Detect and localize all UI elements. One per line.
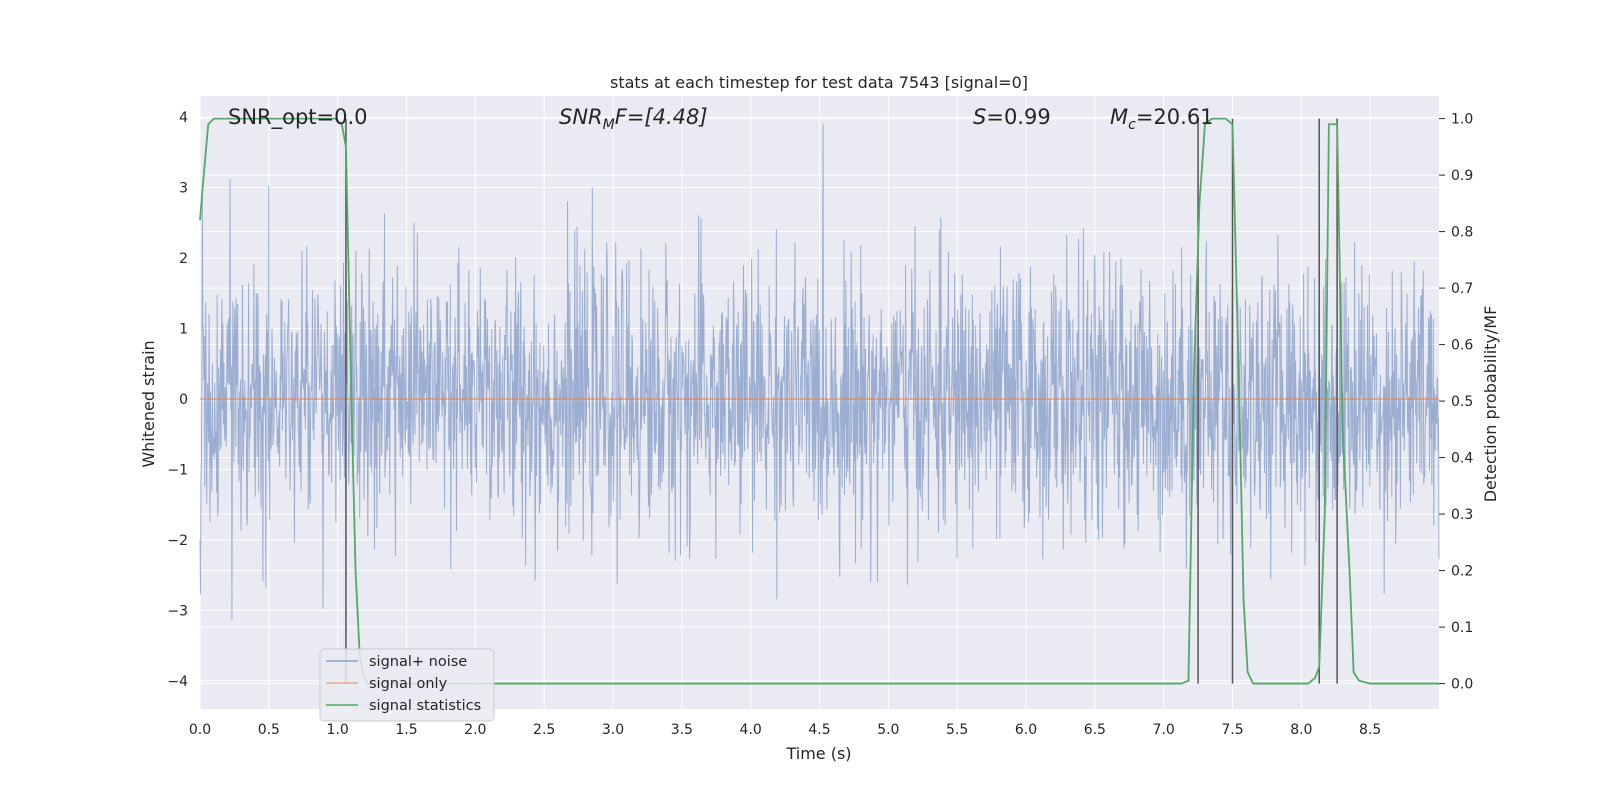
legend-label-signal-statistics: signal statistics xyxy=(369,698,481,714)
y-tick-label-right: 0.0 xyxy=(1451,677,1473,693)
y-axis-label-right: Detection probability/MF xyxy=(1481,306,1500,503)
vertical-markers xyxy=(345,118,1338,684)
y-tick-label-right: 0.6 xyxy=(1451,338,1473,354)
chart-title: stats at each timestep for test data 754… xyxy=(610,73,1028,92)
x-tick-label: 5.0 xyxy=(877,722,899,738)
x-tick-label: 4.5 xyxy=(808,722,830,738)
legend: signal+ noise signal only signal statist… xyxy=(319,648,495,722)
ticks: 0.0 0.5 1.0 1.5 2.0 2.5 3.0 3.5 4.0 4.5 5.0 5.5 6.0 6… xyxy=(167,110,1473,738)
y-tick-label-right: 0.3 xyxy=(1451,507,1473,523)
x-tick-label: 6.5 xyxy=(1084,722,1106,738)
y-tick-label-left: 4 xyxy=(179,110,188,126)
annotation-s: S=0.99 xyxy=(973,105,1051,129)
legend-box xyxy=(319,648,495,722)
y-tick-label-right: 0.2 xyxy=(1451,564,1473,580)
series-signal-statistics xyxy=(199,117,1439,685)
signal-statistics-line xyxy=(199,117,1439,685)
y-tick-label-left: −3 xyxy=(167,603,188,619)
x-tick-label: 8.5 xyxy=(1359,722,1381,738)
legend-label-signal-noise: signal+ noise xyxy=(369,654,467,670)
y-tick-label-left: 2 xyxy=(179,251,188,267)
annotation-mc: Mc=20.61 xyxy=(1110,105,1214,133)
y-tick-label-right: 0.9 xyxy=(1451,168,1473,184)
x-tick-label: 2.0 xyxy=(464,722,486,738)
x-tick-label: 4.0 xyxy=(740,722,762,738)
y-tick-label-right: 0.4 xyxy=(1451,451,1473,467)
y-tick-label-right: 0.7 xyxy=(1451,281,1473,297)
legend-label-signal-only: signal only xyxy=(369,676,448,692)
x-tick-label: 3.0 xyxy=(602,722,624,738)
y-tick-label-left: −1 xyxy=(167,462,188,478)
y-axis-label-left: Whitened strain xyxy=(139,340,158,467)
x-tick-label: 2.5 xyxy=(533,722,555,738)
y-tick-label-left: −4 xyxy=(167,674,188,690)
annotation-snr-mf: SNRMF=[4.48] xyxy=(559,105,708,133)
x-tick-label: 6.0 xyxy=(1015,722,1037,738)
x-tick-label: 7.5 xyxy=(1221,722,1243,738)
x-tick-label: 0.5 xyxy=(258,722,280,738)
x-tick-label: 3.5 xyxy=(671,722,693,738)
y-tick-label-left: −2 xyxy=(167,533,188,549)
x-tick-label: 7.0 xyxy=(1153,722,1175,738)
annotation-snr-opt: SNR_opt=0.0 xyxy=(228,105,368,130)
y-tick-label-right: 0.8 xyxy=(1451,225,1473,241)
x-tick-label: 1.5 xyxy=(395,722,417,738)
x-axis-label: Time (s) xyxy=(785,744,851,763)
x-tick-label: 8.0 xyxy=(1290,722,1312,738)
y-tick-label-left: 0 xyxy=(179,392,188,408)
y-tick-label-right: 1.0 xyxy=(1451,112,1473,128)
x-tick-label: 5.5 xyxy=(946,722,968,738)
y-tick-label-left: 1 xyxy=(179,322,188,338)
y-tick-label-right: 0.5 xyxy=(1451,394,1473,410)
x-tick-label: 0.0 xyxy=(189,722,211,738)
y-tick-label-right: 0.1 xyxy=(1451,620,1473,636)
y-tick-label-left: 3 xyxy=(179,181,188,197)
x-tick-label: 1.0 xyxy=(327,722,349,738)
